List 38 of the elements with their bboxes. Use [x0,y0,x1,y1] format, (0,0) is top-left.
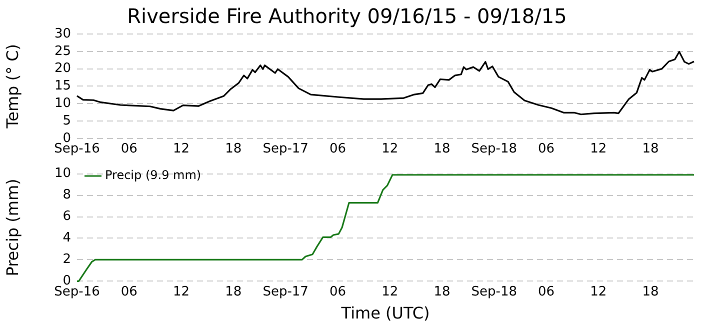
x-tick-label: 18 [434,284,450,300]
x-tick-label: 12 [173,142,190,157]
y-tick-label: 6 [62,209,71,224]
y-tick-label: 30 [54,26,71,42]
x-tick-label: 06 [329,142,346,157]
x-tick-label: 18 [225,142,242,157]
y-axis-title: Precip (mm) [2,178,22,276]
x-tick-label: 18 [225,284,242,300]
x-tick-label: 06 [120,284,138,300]
x-tick-label: 18 [642,142,659,157]
x-tick-label: 18 [642,284,659,300]
x-tick-label: 18 [434,142,450,157]
x-tick-label: 12 [173,284,190,300]
x-tick-label: 12 [590,284,607,300]
x-tick-label: Sep-17 [262,142,308,157]
x-tick-label: 06 [538,284,555,300]
legend-label: Precip (9.9 mm) [105,168,202,182]
y-tick-label: 4 [62,230,71,246]
x-tick-label: Sep-18 [471,142,517,157]
y-axis-title: Temp (° C) [2,44,22,130]
x-tick-label: 12 [382,142,398,157]
y-tick-label: 8 [62,188,71,203]
y-tick-label: 20 [54,61,71,76]
x-tick-label: 12 [382,284,398,300]
chart-title: Riverside Fire Authority 09/16/15 - 09/18/15 [127,4,567,28]
y-tick-label: 10 [54,96,71,111]
x-tick-label: Sep-17 [262,284,308,300]
y-tick-label: 15 [54,78,71,94]
x-tick-label: 06 [120,142,138,157]
x-tick-label: Sep-18 [471,284,517,300]
y-tick-label: 2 [62,252,71,268]
x-tick-label: 06 [538,142,555,157]
y-tick-label: 25 [54,44,71,59]
x-axis-title: Time (UTC) [340,304,430,323]
y-tick-label: 10 [54,166,71,182]
x-tick-label: 06 [329,284,346,300]
y-tick-label: 5 [62,113,71,128]
x-tick-label: 12 [590,142,607,157]
